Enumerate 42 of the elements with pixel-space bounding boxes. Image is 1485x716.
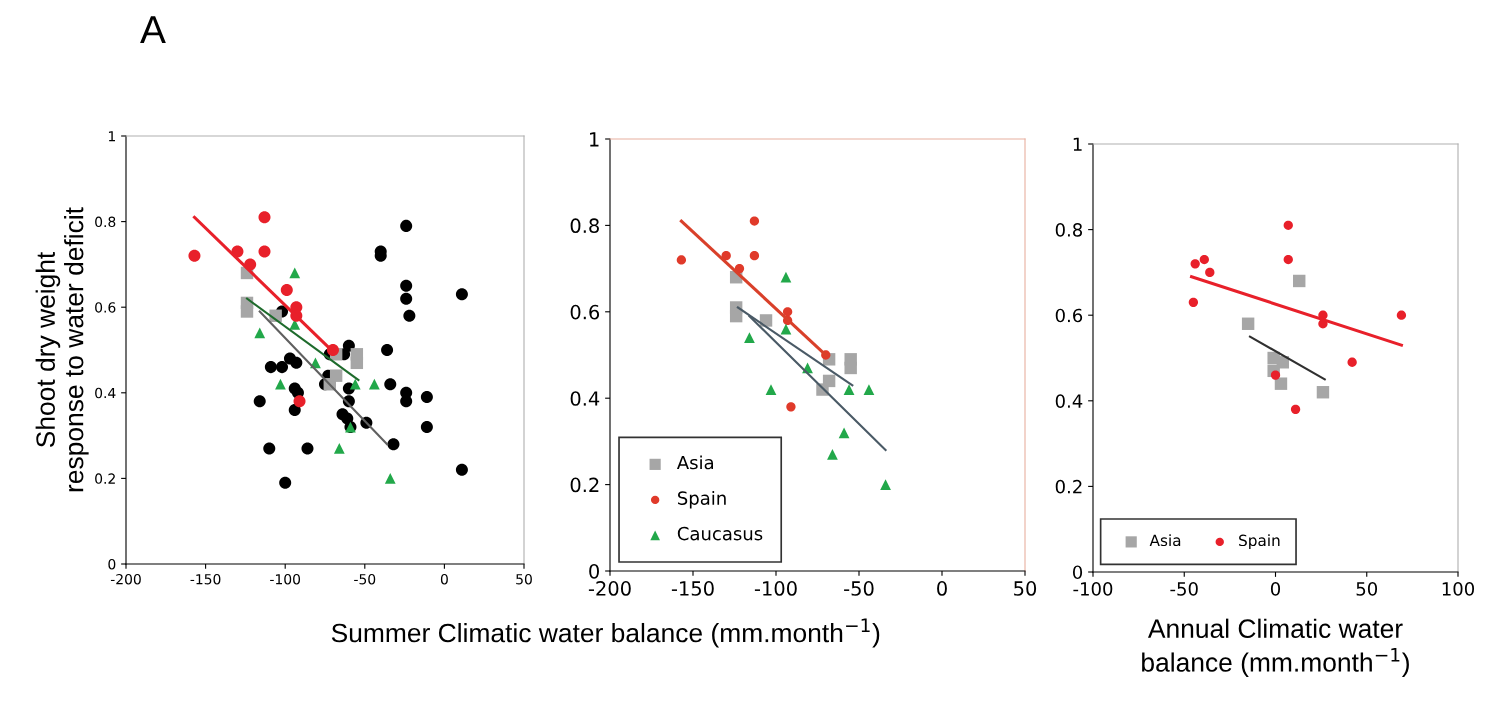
y-tick-label: 0.6 xyxy=(570,304,600,320)
y-tick-label: 1 xyxy=(1073,137,1082,151)
y-tick-label: 0.2 xyxy=(1055,479,1082,494)
x-tick-label: 100 xyxy=(1442,582,1475,596)
legend-label: Asia xyxy=(676,455,714,470)
x-tick-label: -100 xyxy=(1073,582,1113,596)
x-tick-label: 50 xyxy=(1356,582,1378,596)
y-tick-label: 1 xyxy=(590,132,599,147)
y-tick-label: 0.6 xyxy=(1055,308,1083,323)
y-tick-label: 0 xyxy=(108,558,116,570)
x-tick-label: 0 xyxy=(937,581,947,596)
y-tick-label: 0.2 xyxy=(570,477,599,493)
y-tick-label: 0.8 xyxy=(95,216,116,228)
x-tick-label: -150 xyxy=(671,581,714,596)
x-tick-label: -50 xyxy=(1170,582,1198,596)
legend-label: Asia xyxy=(1149,534,1181,547)
y-tick-label: 0.6 xyxy=(95,302,116,313)
y-tick-label: 0.4 xyxy=(95,387,116,399)
x-axis-title: Annual Climatic water balance (mm.month$^{−1}$) xyxy=(1142,618,1409,678)
y-tick-label: 0.2 xyxy=(95,473,115,484)
x-axis-title: Summer Climatic water balance (mm.month$^{−1}$) xyxy=(331,618,880,648)
y-axis-title: Shoot dry weight response to water deficit xyxy=(35,207,89,492)
legend-label: Caucasus xyxy=(677,526,763,541)
x-tick-label: -50 xyxy=(844,581,874,596)
x-tick-label: -200 xyxy=(110,573,141,585)
legend-label: Spain xyxy=(678,490,726,509)
x-tick-label: -150 xyxy=(190,573,221,585)
y-tick-label: 0.4 xyxy=(1055,394,1083,408)
x-tick-label: 50 xyxy=(1014,581,1037,596)
x-tick-label: -50 xyxy=(354,573,376,585)
x-tick-label: 0 xyxy=(440,573,448,585)
x-tick-label: -100 xyxy=(754,581,797,596)
y-tick-label: 0.4 xyxy=(570,391,600,406)
x-tick-label: -200 xyxy=(588,581,631,596)
y-tick-label: 1 xyxy=(108,131,115,142)
y-tick-label: 0.8 xyxy=(1055,223,1083,237)
y-tick-label: 0.8 xyxy=(570,218,599,234)
x-tick-label: 0 xyxy=(1270,582,1281,596)
legend-label: Spain xyxy=(1239,534,1280,550)
x-tick-label: 50 xyxy=(516,573,532,585)
x-tick-label: -100 xyxy=(270,573,301,585)
text: A xyxy=(140,16,166,44)
